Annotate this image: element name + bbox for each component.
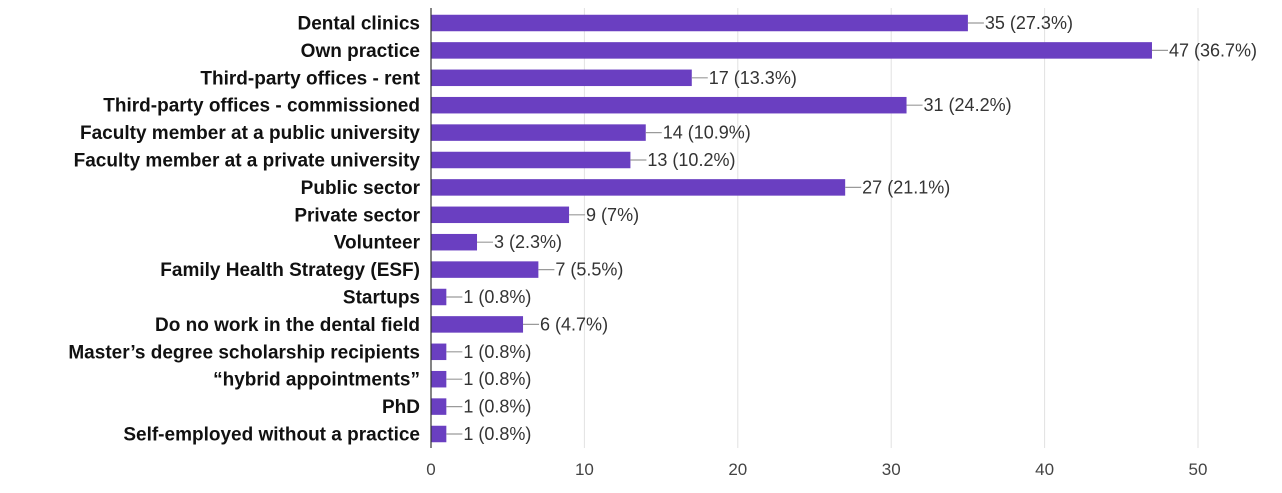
x-tick-label: 30	[882, 460, 901, 479]
category-label: Faculty member at a private university	[74, 151, 421, 172]
category-label: Third-party offices - commissioned	[103, 96, 420, 117]
data-label: 1 (0.8%)	[463, 369, 531, 389]
category-labels: Dental clinics Own practice Third-party of…	[68, 14, 420, 446]
category-label: Startups	[343, 288, 420, 309]
data-labels: 35 (27.3%) 47 (36.7%) 17 (13.3%) 31 (24.2%)…	[463, 13, 1257, 444]
category-label: Volunteer	[334, 233, 421, 254]
bar	[431, 233, 478, 251]
category-label: “hybrid appointments”	[213, 370, 420, 391]
gridlines	[583, 8, 1199, 448]
bar	[431, 343, 447, 361]
data-label: 31 (24.2%)	[924, 95, 1012, 115]
bar	[431, 370, 447, 388]
bar	[431, 179, 846, 196]
data-label: 27 (21.1%)	[862, 177, 950, 197]
category-label: Self-employed without a practice	[123, 425, 420, 446]
bar	[431, 14, 968, 32]
category-label: Faculty member at a public university	[80, 123, 420, 144]
bar	[431, 42, 1152, 59]
category-label: Family Health Strategy (ESF)	[160, 260, 420, 281]
bar	[431, 151, 631, 169]
data-label: 3 (2.3%)	[494, 232, 562, 252]
x-axis-tick-labels: 0 10 20 30 40 50	[426, 460, 1207, 479]
data-label: 1 (0.8%)	[463, 397, 531, 417]
bar	[431, 69, 692, 87]
category-label: Do no work in the dental field	[155, 315, 420, 336]
category-label: Master’s degree scholarship recipients	[68, 342, 420, 363]
data-label: 17 (13.3%)	[709, 68, 797, 88]
data-label: 14 (10.9%)	[663, 123, 751, 143]
bar	[431, 206, 570, 224]
bar	[431, 124, 646, 141]
bar	[431, 261, 539, 278]
bar	[431, 398, 447, 415]
x-tick-label: 10	[575, 460, 594, 479]
data-label: 6 (4.7%)	[540, 314, 608, 334]
category-label: Dental clinics	[298, 14, 421, 35]
bar	[431, 288, 447, 306]
data-label: 47 (36.7%)	[1169, 40, 1257, 60]
data-label: 13 (10.2%)	[647, 150, 735, 170]
category-label: Own practice	[301, 41, 420, 62]
data-label: 1 (0.8%)	[463, 287, 531, 307]
category-label: Third-party offices - rent	[200, 68, 420, 89]
category-label: Public sector	[301, 178, 421, 199]
x-tick-label: 20	[728, 460, 747, 479]
data-label: 1 (0.8%)	[463, 424, 531, 444]
leader-lines	[446, 22, 1168, 435]
category-label: PhD	[382, 397, 420, 418]
bars	[431, 14, 1152, 443]
bar	[431, 425, 447, 443]
data-label: 9 (7%)	[586, 205, 639, 225]
data-label: 35 (27.3%)	[985, 13, 1073, 33]
x-tick-label: 0	[426, 460, 435, 479]
bar	[431, 96, 907, 114]
data-label: 7 (5.5%)	[555, 260, 623, 280]
bar	[431, 316, 524, 333]
x-tick-label: 50	[1189, 460, 1208, 479]
x-tick-label: 40	[1035, 460, 1054, 479]
category-label: Private sector	[294, 205, 420, 226]
data-label: 1 (0.8%)	[463, 342, 531, 362]
